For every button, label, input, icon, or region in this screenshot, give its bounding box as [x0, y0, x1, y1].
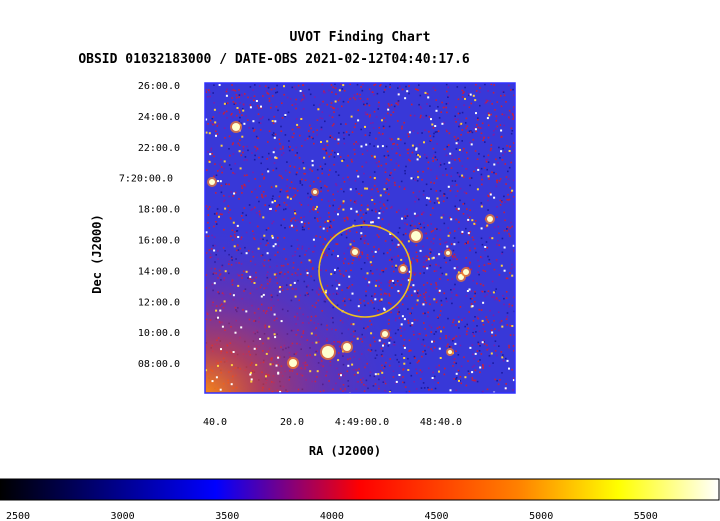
y-tick-label: 14:00.0	[138, 266, 180, 277]
y-axis-label: Dec (J2000)	[90, 214, 104, 293]
y-tick-label: 24:00.0	[138, 112, 180, 123]
colorbar-tick-label: 3500	[215, 511, 239, 521]
colorbar-tick-label: 5500	[634, 511, 658, 521]
colorbar	[0, 478, 720, 501]
y-tick-label: 18:00.0	[138, 205, 180, 216]
colorbar-tick-label: 4000	[320, 511, 344, 521]
y-tick-labels: 26:00.0 24:00.0 22:00.0 7:20:00.0 18:00.0 16:…	[119, 81, 180, 370]
y-tick-label: 08:00.0	[138, 359, 180, 370]
star-field	[205, 84, 515, 393]
chart-title: UVOT Finding Chart	[289, 30, 431, 45]
x-tick-labels: 40.0 20.0 4:49:00.0 48:40.0	[203, 417, 462, 428]
colorbar-tick-label: 2500	[6, 511, 30, 521]
x-tick-label: 20.0	[280, 417, 304, 428]
chart-subtitle: OBSID 01032183000 / DATE-OBS 2021-02-12T…	[78, 52, 470, 67]
colorbar-tick-label: 3000	[111, 511, 135, 521]
colorbar-tick-label: 5000	[529, 511, 553, 521]
x-tick-label: 4:49:00.0	[335, 417, 389, 428]
x-tick-label: 48:40.0	[420, 417, 462, 428]
colorbar-tick-label: 4500	[424, 511, 448, 521]
y-tick-label: 10:00.0	[138, 328, 180, 339]
y-tick-label: 7:20:00.0	[119, 174, 173, 185]
image-glow	[205, 230, 405, 393]
target-region-circle	[318, 224, 412, 318]
colorbar-tick-labels: 2500 3000 3500 4000 4500 5000 5500	[6, 511, 658, 521]
y-tick-label: 12:00.0	[138, 297, 180, 308]
x-tick-label: 40.0	[203, 417, 227, 428]
y-tick-label: 26:00.0	[138, 81, 180, 92]
y-tick-label: 16:00.0	[138, 236, 180, 247]
y-tick-label: 22:00.0	[138, 143, 180, 154]
x-axis-label: RA (J2000)	[309, 444, 381, 458]
image-frame	[204, 82, 516, 394]
